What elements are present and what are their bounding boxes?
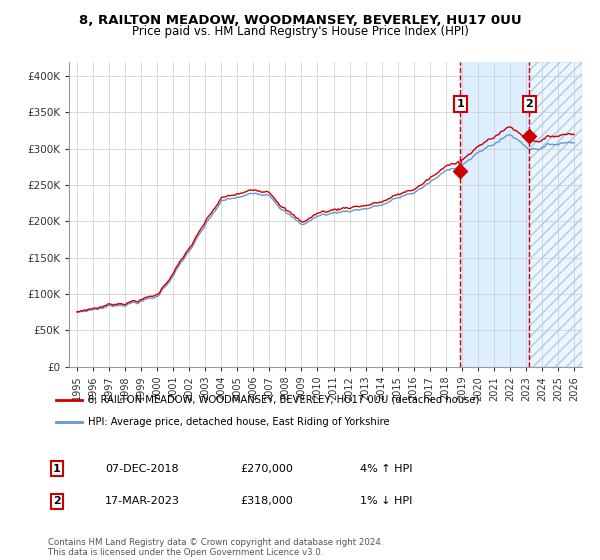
Text: 1: 1 <box>53 464 61 474</box>
Text: 07-DEC-2018: 07-DEC-2018 <box>105 464 179 474</box>
Text: 1% ↓ HPI: 1% ↓ HPI <box>360 496 412 506</box>
Text: HPI: Average price, detached house, East Riding of Yorkshire: HPI: Average price, detached house, East… <box>88 417 389 427</box>
Bar <box>529 62 582 367</box>
Text: Contains HM Land Registry data © Crown copyright and database right 2024.
This d: Contains HM Land Registry data © Crown c… <box>48 538 383 557</box>
Text: 8, RAILTON MEADOW, WOODMANSEY, BEVERLEY, HU17 0UU (detached house): 8, RAILTON MEADOW, WOODMANSEY, BEVERLEY,… <box>88 395 479 405</box>
Text: 2: 2 <box>526 99 533 109</box>
Text: £318,000: £318,000 <box>240 496 293 506</box>
Text: £270,000: £270,000 <box>240 464 293 474</box>
Bar <box>460 62 529 367</box>
Text: Price paid vs. HM Land Registry's House Price Index (HPI): Price paid vs. HM Land Registry's House … <box>131 25 469 38</box>
Text: 17-MAR-2023: 17-MAR-2023 <box>105 496 180 506</box>
Text: 4% ↑ HPI: 4% ↑ HPI <box>360 464 413 474</box>
Bar <box>529 62 582 367</box>
Text: 1: 1 <box>457 99 464 109</box>
Text: 8, RAILTON MEADOW, WOODMANSEY, BEVERLEY, HU17 0UU: 8, RAILTON MEADOW, WOODMANSEY, BEVERLEY,… <box>79 14 521 27</box>
Text: 2: 2 <box>53 496 61 506</box>
